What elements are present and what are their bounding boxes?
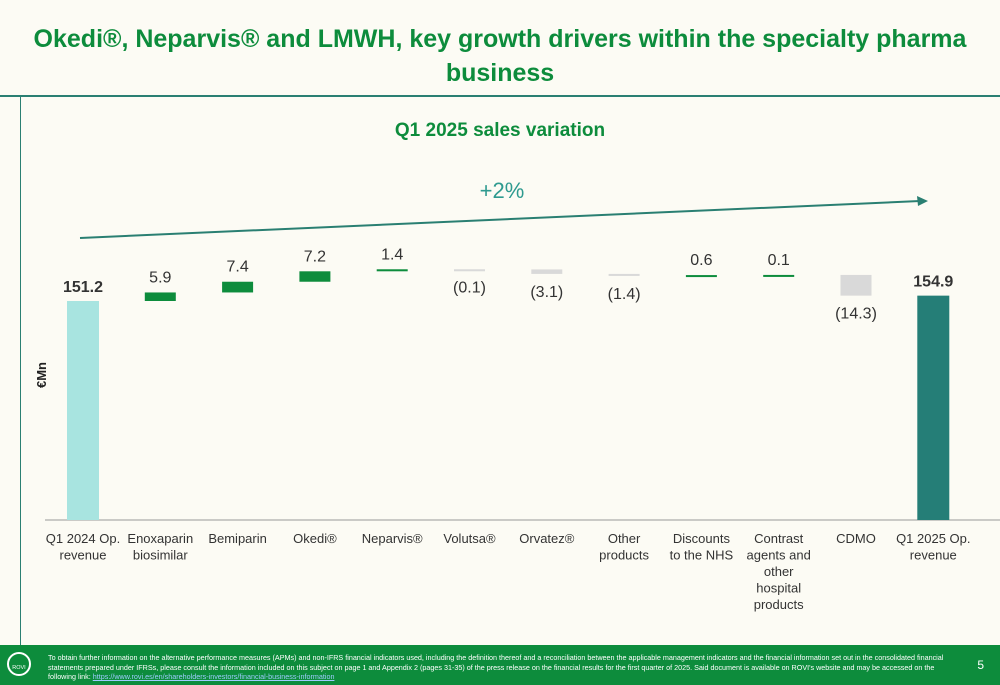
- data-label-8: 0.6: [690, 252, 712, 269]
- bar-8: [685, 275, 717, 278]
- data-label-3: 7.2: [304, 248, 326, 265]
- category-label-9-line-0: Contrast: [754, 531, 804, 546]
- bar-0: [67, 301, 99, 520]
- page-title-line-1: Okedi®, Neparvis® and LMWH, key growth d…: [33, 25, 967, 53]
- bar-11: [917, 295, 950, 520]
- page-title-line-2: business: [445, 59, 555, 87]
- category-label-11-line-0: Q1 2025 Op.: [896, 531, 970, 546]
- category-label-9-line-4: products: [754, 597, 804, 612]
- growth-annotation: +2%: [480, 178, 525, 203]
- chart-title: Q1 2025 sales variation: [394, 120, 606, 141]
- page-title: Okedi®, Neparvis® and LMWH, key growth d…: [0, 22, 1000, 90]
- footer-link[interactable]: https://www.rovi.es/en/shareholders-inve…: [92, 672, 335, 681]
- growth-trend-arrowhead: [917, 196, 928, 206]
- footer-note: To obtain further information on the alt…: [48, 653, 958, 682]
- data-label-4: 1.4: [381, 246, 403, 263]
- category-label-7-line-1: products: [599, 548, 649, 563]
- data-label-1: 5.9: [149, 269, 171, 286]
- bar-5: [454, 269, 485, 272]
- data-label-5: (0.1): [453, 279, 486, 296]
- footer: ROVI To obtain further information on th…: [0, 645, 1000, 685]
- category-label-1-line-1: biosimilar: [133, 548, 189, 563]
- waterfall-chart: +2% €Mn 151.2 Q1 2024 Op. revenue 5.9 Enoxapar…: [34, 178, 1000, 612]
- footer-note-text: To obtain further information on the alt…: [48, 653, 944, 681]
- y-axis-label: €Mn: [34, 362, 49, 388]
- rovi-logo: ROVI: [7, 652, 31, 676]
- category-label-9-line-2: other: [764, 564, 794, 579]
- bar-6: [531, 269, 563, 274]
- data-label-9: 0.1: [768, 252, 790, 269]
- data-label-10: (14.3): [835, 306, 877, 323]
- growth-trend-line: [79, 200, 921, 239]
- bar-10: [840, 274, 872, 296]
- bar-9: [763, 274, 795, 277]
- data-label-2: 7.4: [226, 259, 248, 276]
- category-label-7-line-0: Other: [608, 531, 641, 546]
- category-label-11-line-1: revenue: [910, 548, 957, 563]
- bar-7: [608, 273, 640, 276]
- header-divider: [0, 95, 1000, 97]
- category-label-0-line-0: Q1 2024 Op.: [46, 531, 120, 546]
- category-label-0-line-1: revenue: [60, 548, 107, 563]
- bar-2: [222, 281, 254, 293]
- category-label-9-line-3: hospital: [756, 581, 801, 596]
- category-label-8-line-1: to the NHS: [670, 548, 734, 563]
- bar-3: [299, 271, 331, 282]
- page-number: 5: [977, 658, 984, 672]
- bar-4: [376, 269, 408, 272]
- data-label-7: (1.4): [608, 286, 641, 303]
- data-label-6: (3.1): [530, 284, 563, 301]
- category-label-8-line-0: Discounts: [673, 531, 731, 546]
- data-label-11: 154.9: [913, 274, 953, 291]
- category-label-4-line-0: Neparvis®: [362, 531, 423, 546]
- left-border-line: [20, 97, 21, 645]
- category-label-5-line-0: Volutsa®: [443, 531, 496, 546]
- category-label-9-line-1: agents and: [747, 548, 811, 563]
- category-label-1-line-0: Enoxaparin: [127, 531, 193, 546]
- category-label-2-line-0: Bemiparin: [208, 531, 267, 546]
- category-label-3-line-0: Okedi®: [293, 531, 337, 546]
- category-label-6-line-0: Orvatez®: [519, 531, 575, 546]
- bar-1: [144, 292, 176, 301]
- data-label-0: 151.2: [63, 279, 103, 296]
- category-label-10-line-0: CDMO: [836, 531, 876, 546]
